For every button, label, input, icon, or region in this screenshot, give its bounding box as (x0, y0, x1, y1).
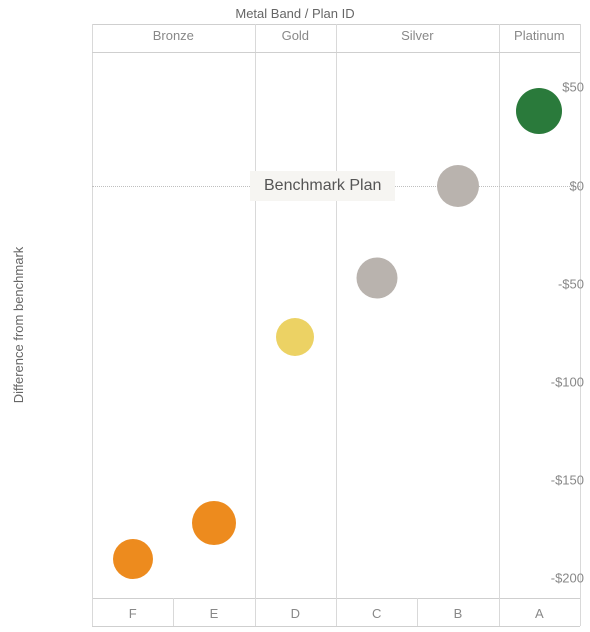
footer-vline (173, 598, 174, 626)
grid-vline (255, 52, 256, 598)
grid-vline (499, 52, 500, 598)
data-point-F (113, 539, 153, 579)
plan-id-label: A (499, 606, 580, 621)
plot-area: Benchmark Plan (92, 52, 580, 598)
footer-vline (580, 598, 581, 626)
plan-id-label: E (173, 606, 254, 621)
grid-vline (336, 52, 337, 598)
footer-vline (255, 598, 256, 626)
plan-id-label: D (255, 606, 336, 621)
y-axis-title: Difference from benchmark (11, 247, 26, 404)
header-vline (336, 24, 337, 52)
y-tick-label: -$200 (496, 571, 590, 586)
data-point-D (276, 318, 314, 356)
group-header: Gold (255, 28, 336, 43)
group-header: Platinum (499, 28, 580, 43)
header-vline (92, 24, 93, 52)
plan-id-label: F (92, 606, 173, 621)
y-tick-label: -$50 (496, 276, 590, 291)
grid-vline (92, 52, 93, 598)
plan-id-label: C (336, 606, 417, 621)
y-tick-label: $0 (496, 178, 590, 193)
chart-title-top: Metal Band / Plan ID (0, 6, 590, 21)
data-point-C (356, 257, 397, 298)
header-vline (255, 24, 256, 52)
footer-vline (417, 598, 418, 626)
data-point-E (192, 501, 236, 545)
group-header: Silver (336, 28, 499, 43)
y-tick-label: -$150 (496, 473, 590, 488)
header-vline (580, 24, 581, 52)
plan-id-label: B (417, 606, 498, 621)
footer-vline (499, 598, 500, 626)
chart-stage: Metal Band / Plan ID Difference from ben… (0, 0, 590, 632)
y-tick-label: -$100 (496, 374, 590, 389)
y-tick-label: $50 (496, 80, 590, 95)
data-point-B (437, 165, 479, 207)
footer-vline (336, 598, 337, 626)
grid-vline (580, 52, 581, 598)
header-vline (499, 24, 500, 52)
grid-hline (92, 52, 580, 53)
footer-vline (92, 598, 93, 626)
group-header: Bronze (92, 28, 255, 43)
benchmark-annotation: Benchmark Plan (250, 171, 395, 201)
footer-rule (92, 626, 580, 627)
